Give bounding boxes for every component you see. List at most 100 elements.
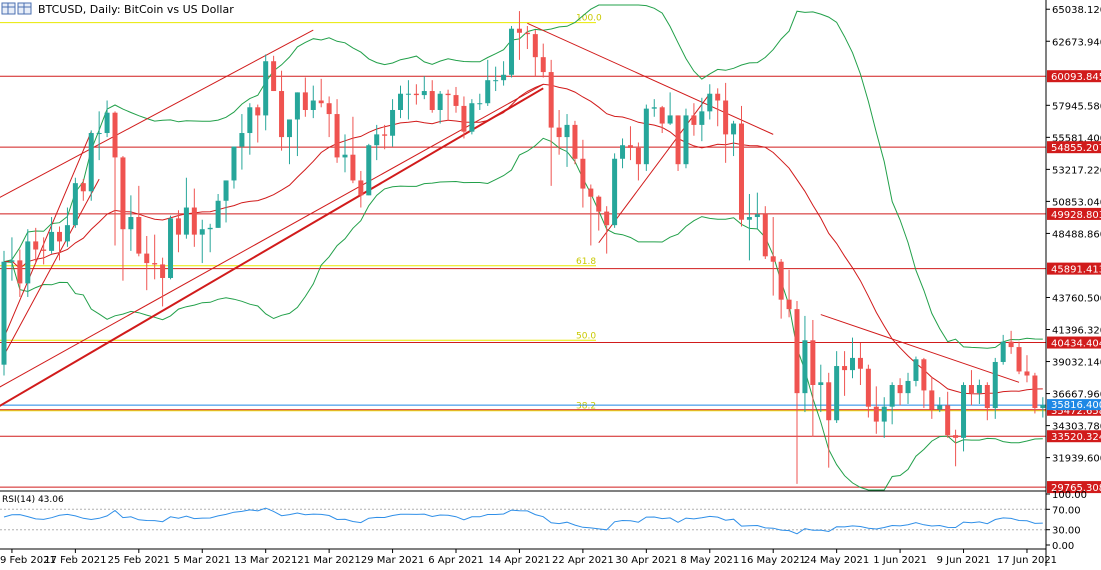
candle-body[interactable] [366,145,372,196]
candle-body[interactable] [762,214,768,257]
candle-body[interactable] [778,261,784,300]
candle-body[interactable] [675,115,681,165]
candle-body[interactable] [992,361,998,409]
candle-body[interactable] [857,357,863,369]
candle-body[interactable] [255,107,261,116]
candle-body[interactable] [390,109,396,136]
candle-body[interactable] [913,359,919,381]
candle-body[interactable] [271,61,277,92]
candle-body[interactable] [469,103,475,132]
candle-body[interactable] [802,340,808,394]
candle-body[interactable] [540,57,546,73]
candle-body[interactable] [49,231,55,251]
candle-body[interactable] [286,119,292,138]
candle-body[interactable] [1040,405,1046,409]
candle-body[interactable] [152,263,158,265]
candle-body[interactable] [279,91,285,138]
candle-body[interactable] [318,100,324,104]
candle-body[interactable] [953,435,959,438]
candle-body[interactable] [64,225,70,242]
candle-body[interactable] [667,115,673,124]
candle-body[interactable] [968,385,974,394]
candle-body[interactable] [461,105,467,132]
candle-body[interactable] [72,183,78,226]
candle-body[interactable] [683,115,689,165]
main-support-trendline[interactable] [0,87,544,408]
candle-body[interactable] [17,260,23,284]
candle-body[interactable] [453,95,459,106]
candle-body[interactable] [707,93,713,112]
candle-body[interactable] [794,309,800,394]
candle-body[interactable] [1,261,7,365]
candle-body[interactable] [635,147,641,165]
candle-body[interactable] [326,103,332,115]
candle-body[interactable] [905,380,911,394]
candle-body[interactable] [302,92,308,110]
candle-body[interactable] [651,107,657,109]
candle-body[interactable] [183,207,189,235]
candle-body[interactable] [33,241,39,250]
candle-body[interactable] [239,133,245,147]
candle-body[interactable] [516,28,522,33]
steep-trendline[interactable] [3,178,100,356]
candle-body[interactable] [342,154,348,158]
candle-body[interactable] [350,154,356,181]
candle-body[interactable] [294,92,300,120]
candle-body[interactable] [41,249,47,251]
candle-body[interactable] [1032,375,1038,409]
candle-body[interactable] [976,385,982,394]
steep-trendline-2[interactable] [3,131,92,338]
candle-body[interactable] [865,368,871,407]
candle-body[interactable] [889,385,895,407]
candle-body[interactable] [25,241,31,284]
candle-body[interactable] [263,61,269,116]
candle-body[interactable] [445,93,451,96]
candle-body[interactable] [786,299,792,310]
candle-body[interactable] [699,111,705,125]
candle-body[interactable] [191,207,197,235]
candle-body[interactable] [564,124,570,138]
candle-body[interactable] [477,103,483,105]
candle-body[interactable] [509,28,515,75]
candle-body[interactable] [104,112,110,134]
candle-body[interactable] [643,108,649,165]
candle-body[interactable] [715,93,721,101]
candle-body[interactable] [580,158,586,189]
candle-body[interactable] [723,100,729,135]
candle-body[interactable] [382,134,388,136]
candle-body[interactable] [984,385,990,409]
candle-body[interactable] [826,382,832,421]
candle-body[interactable] [620,145,626,159]
candle-body[interactable] [223,180,229,201]
candle-body[interactable] [842,366,848,371]
candle-body[interactable] [358,180,364,196]
candle-body[interactable] [873,406,879,422]
candle-body[interactable] [136,217,142,254]
candle-body[interactable] [247,107,253,134]
candle-body[interactable] [485,80,491,104]
candle-body[interactable] [1000,341,1006,362]
candle-body[interactable] [80,183,86,192]
candle-body[interactable] [596,196,602,212]
candle-body[interactable] [834,366,840,421]
candle-body[interactable] [572,124,578,159]
candle-body[interactable] [659,107,665,124]
candle-body[interactable] [810,340,816,386]
candle-body[interactable] [310,100,316,110]
candle-body[interactable] [96,133,102,135]
candle-body[interactable] [627,145,633,148]
candle-body[interactable] [493,80,499,82]
candle-body[interactable] [588,188,594,197]
recovery-trendline[interactable] [598,93,711,244]
candle-body[interactable] [160,264,166,278]
upper-channel-trendline[interactable] [0,29,314,199]
candle-body[interactable] [604,211,610,226]
candle-body[interactable] [937,405,943,410]
candle-body[interactable] [398,93,403,110]
candle-body[interactable] [120,157,126,230]
candle-body[interactable] [738,123,744,220]
candle-body[interactable] [691,115,697,125]
candle-body[interactable] [897,385,903,394]
descending-resistance-trendline[interactable] [527,22,774,135]
